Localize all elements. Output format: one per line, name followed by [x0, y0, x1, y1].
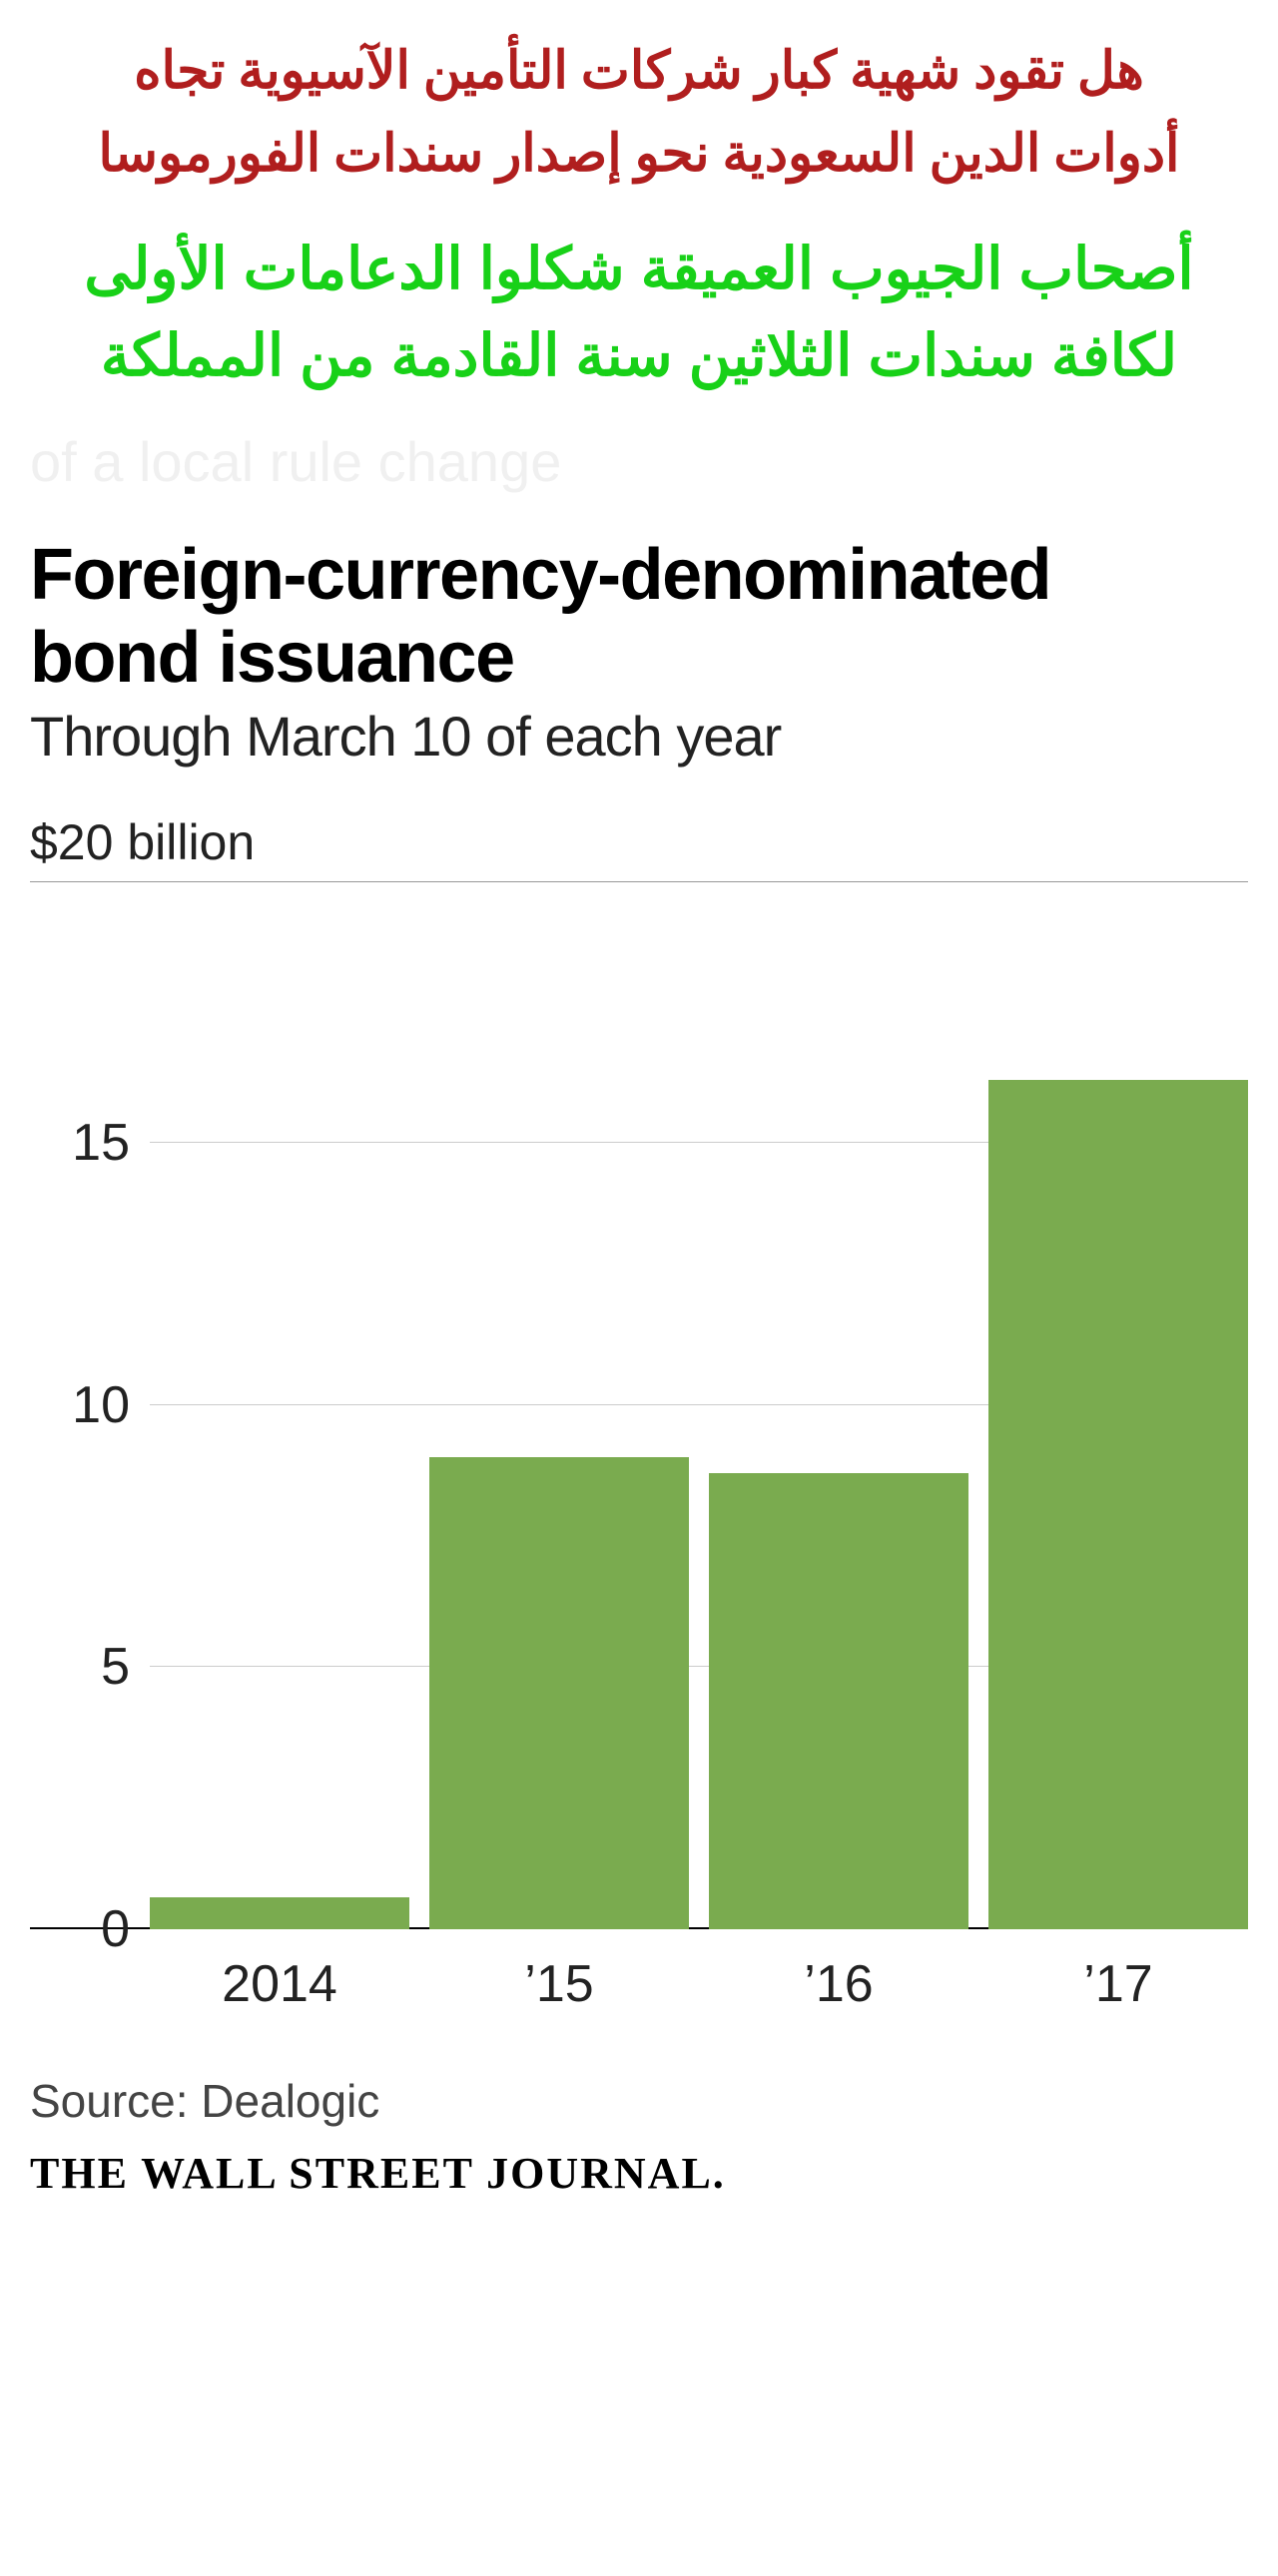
faint-background-text: of a local rule change — [0, 429, 1278, 534]
chart-title: Foreign-currency-denominated bond issuan… — [30, 534, 1248, 700]
bars-container — [150, 882, 1248, 1929]
bar — [988, 1080, 1248, 1929]
chart-subtitle: Through March 10 of each year — [30, 704, 1248, 769]
bar — [150, 1897, 409, 1929]
headline-green-line-1: أصحاب الجيوب العميقة شكلوا الدعامات الأو… — [20, 226, 1258, 312]
y-tick-label: 15 — [30, 1113, 130, 1173]
x-tick-label: ’17 — [988, 1954, 1248, 2014]
page-container: هل تقود شهية كبار شركات التأمين الآسيوية… — [0, 0, 1278, 2239]
chart-block: Foreign-currency-denominated bond issuan… — [0, 534, 1278, 2014]
y-tick-label: 0 — [30, 1899, 130, 1959]
headline-arabic-green: أصحاب الجيوب العميقة شكلوا الدعامات الأو… — [0, 216, 1278, 429]
chart-canvas: 051015 — [30, 881, 1248, 1929]
headline-green-line-2: لكافة سندات الثلاثين سنة القادمة من المم… — [20, 312, 1258, 399]
y-tick-label: 10 — [30, 1375, 130, 1435]
x-axis-labels: 2014 ’15 ’16 ’17 — [150, 1954, 1248, 2014]
headline-arabic-red: هل تقود شهية كبار شركات التأمين الآسيوية… — [0, 0, 1278, 216]
x-tick-label: ’15 — [429, 1954, 689, 2014]
chart-title-line-2: bond issuance — [30, 618, 514, 698]
publication-credit: THE WALL STREET JOURNAL. — [0, 2128, 1278, 2239]
headline-red-line-1: هل تقود شهية كبار شركات التأمين الآسيوية… — [40, 30, 1238, 113]
y-tick-label: 5 — [30, 1637, 130, 1697]
chart-source: Source: Dealogic — [0, 2074, 1278, 2128]
chart-unit-label: $20 billion — [30, 813, 1248, 871]
bar — [709, 1473, 968, 1929]
x-tick-label: ’16 — [709, 1954, 968, 2014]
bar — [429, 1457, 689, 1929]
chart-title-line-1: Foreign-currency-denominated — [30, 535, 1050, 615]
chart-area: 0 5 10 15 2014 ’15 ’16 ’17 — [30, 881, 1248, 2014]
headline-red-line-2: أدوات الدين السعودية نحو إصدار سندات الف… — [40, 113, 1238, 196]
x-tick-label: 2014 — [150, 1954, 409, 2014]
